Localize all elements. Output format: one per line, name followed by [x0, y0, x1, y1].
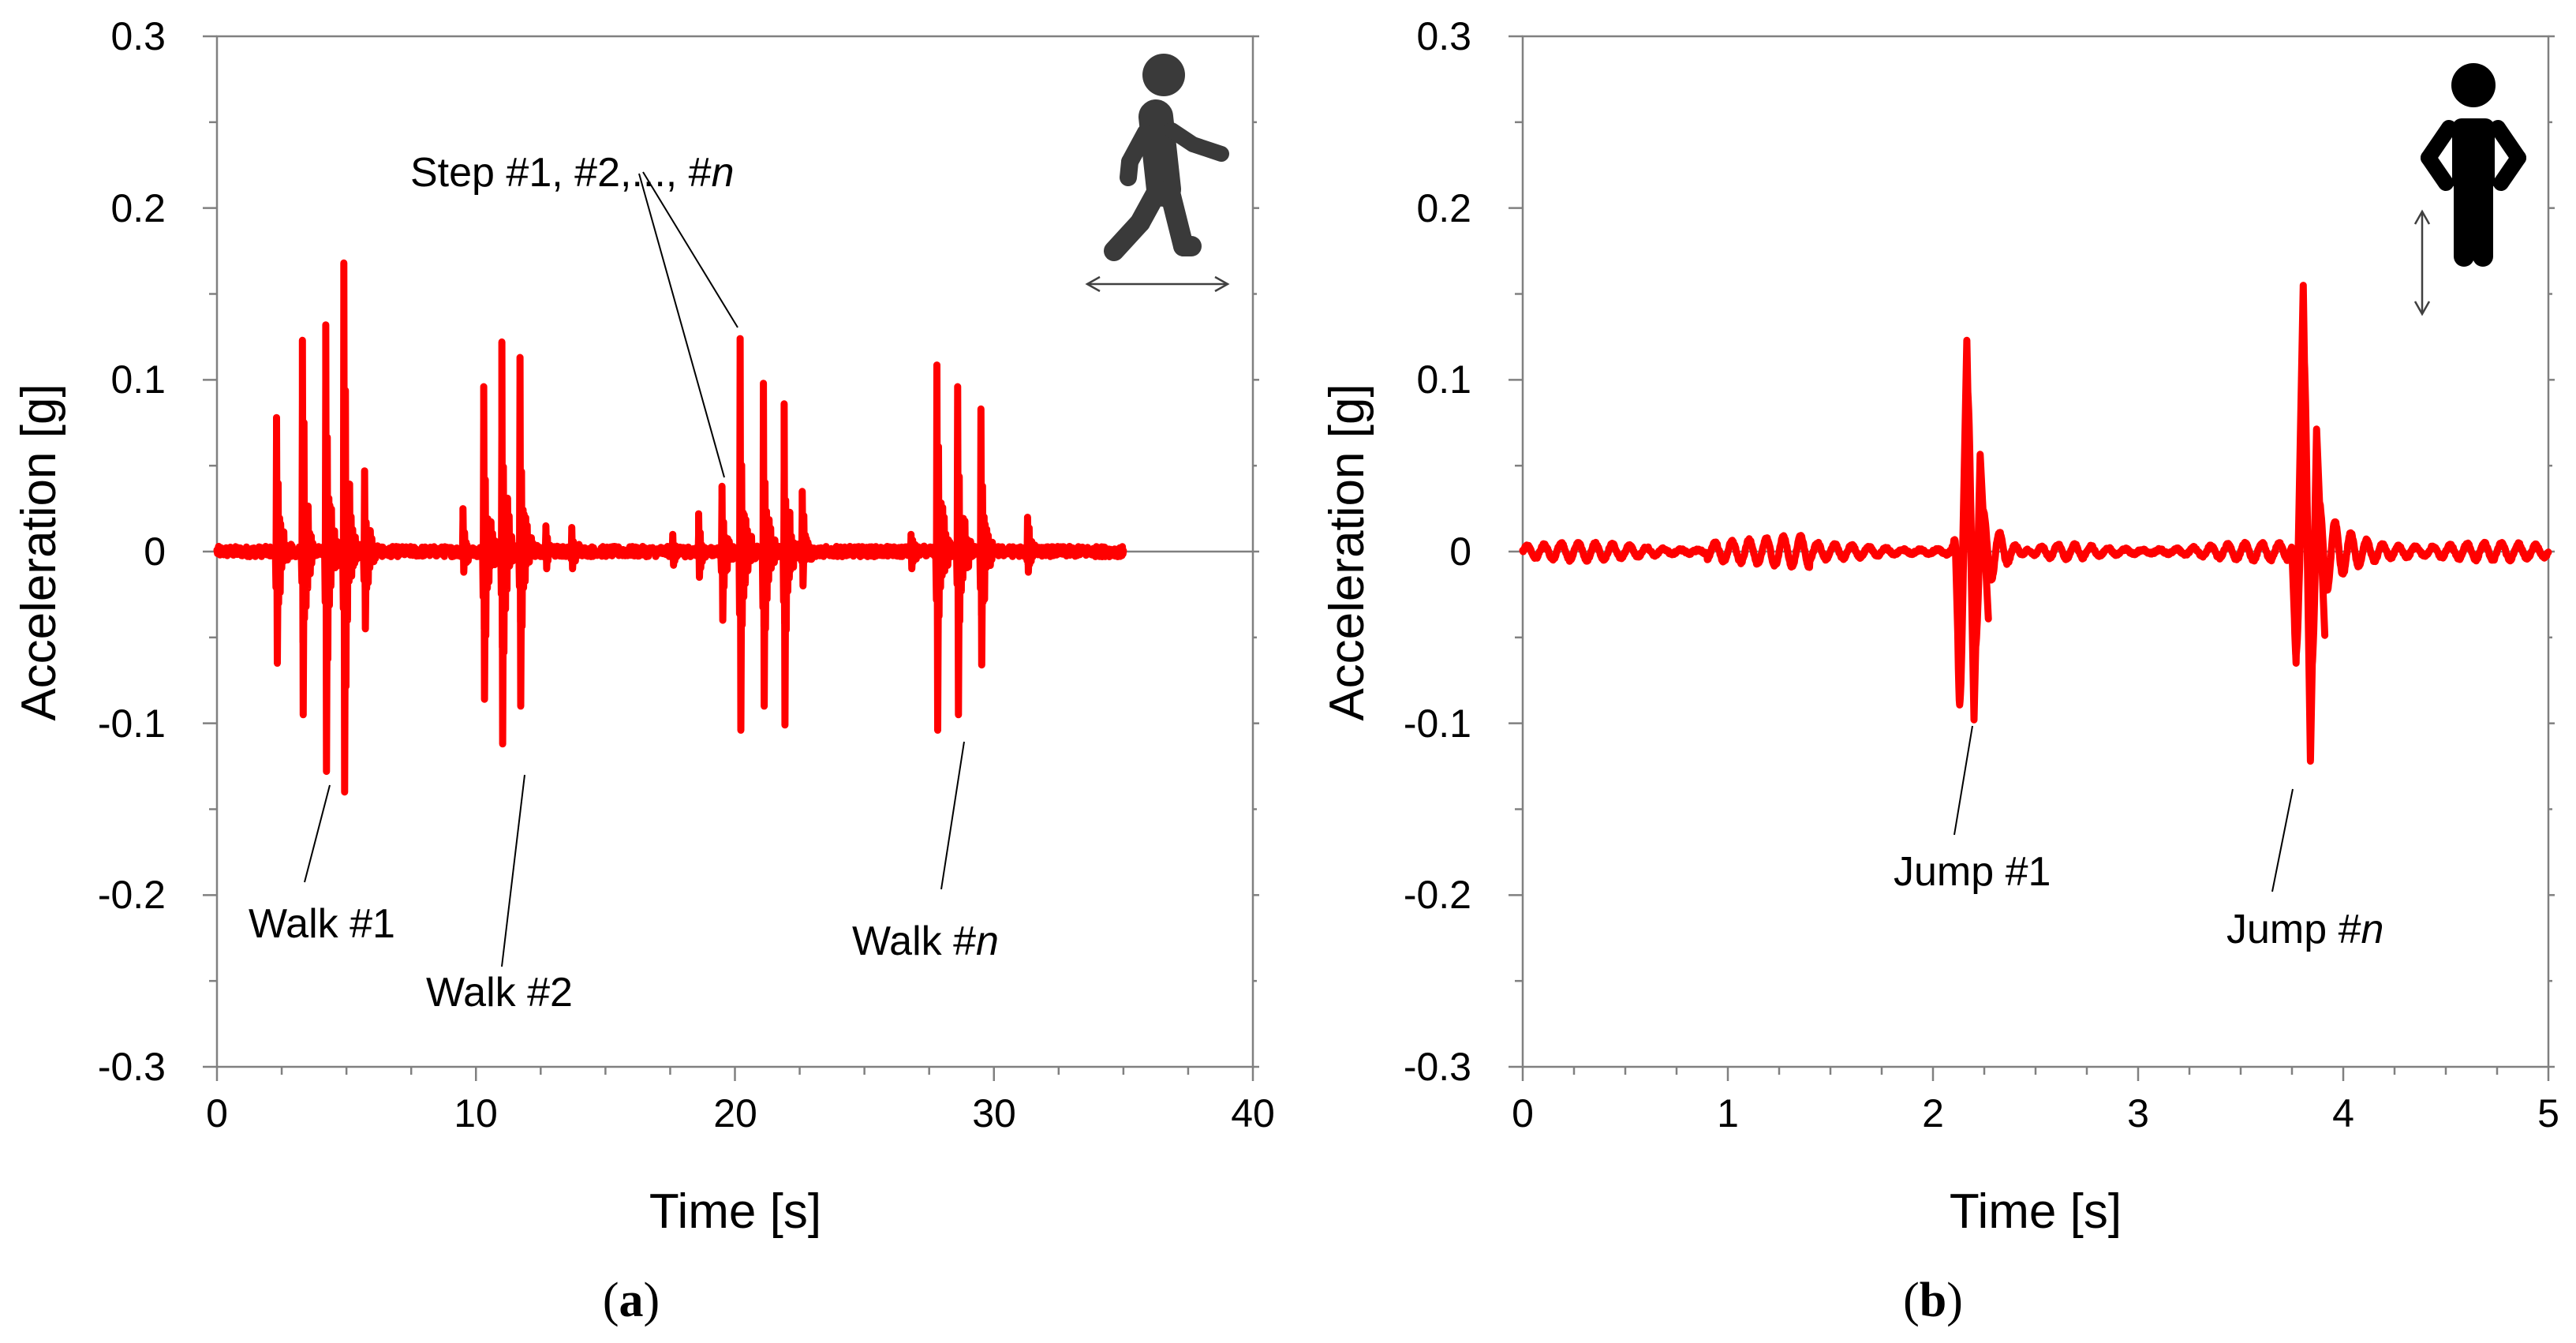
walk-1-annotation: Walk #1: [249, 901, 395, 947]
panel-a-series-line: [213, 259, 1127, 796]
panel-b-ytick-label: 0.3: [1416, 14, 1471, 58]
panel-a-caption: (a): [603, 1274, 660, 1327]
panel-b-ytick-label: 0.2: [1416, 186, 1471, 230]
panel-a-ytick-label: 0: [144, 529, 166, 574]
panel-a-ytick-label: -0.1: [98, 701, 166, 746]
panel-a-y-axis-title: Acceleration [g]: [12, 383, 66, 720]
walk-n-leader-line: [940, 741, 965, 890]
panel-b-ytick-label: 0: [1449, 529, 1471, 574]
walking-person-icon: [1104, 54, 1229, 261]
step-annotation: Step #1, #2,..., #n: [410, 150, 735, 196]
panel-a-xtick-label: 0: [206, 1091, 228, 1135]
panel-a-xtick-label: 40: [1231, 1091, 1275, 1135]
panel-b-xtick-label: 2: [1922, 1091, 1944, 1135]
horizontal-double-arrow-icon: [1085, 275, 1230, 293]
jump-1-annotation: Jump #1: [1894, 849, 2051, 895]
panel-a-ytick-label: -0.3: [98, 1045, 166, 1089]
panel-a-xtick-label: 20: [713, 1091, 757, 1135]
jump-n-annotation: Jump #n: [2226, 907, 2383, 952]
standing-person-icon: [2421, 63, 2526, 267]
panel-b-xtick-label: 0: [1512, 1091, 1534, 1135]
panel-a-ytick-label: 0.1: [110, 357, 166, 402]
panel-b-series-line: [1519, 282, 2552, 765]
panel-b-ytick-label: 0.1: [1416, 357, 1471, 402]
panel-a-ytick-label: 0.3: [110, 14, 166, 58]
panel-b-ytick-label: -0.2: [1404, 873, 1471, 917]
panel-b-xtick-label: 3: [2127, 1091, 2149, 1135]
walk-1-leader-line: [304, 784, 331, 883]
panel-a-xtick-label: 30: [972, 1091, 1016, 1135]
panel-b-caption: (b): [1903, 1274, 1963, 1327]
panel-a-ytick-label: 0.2: [110, 186, 166, 230]
walk-2-leader-line: [501, 774, 525, 967]
panel-b-xtick-label: 4: [2332, 1091, 2354, 1135]
panel-b-xtick-label: 5: [2537, 1091, 2559, 1135]
panel-b-ytick-label: -0.3: [1404, 1045, 1471, 1089]
step-leader-line: [638, 173, 725, 478]
panel-a: 0 10 20 30 40 -0.3 -0.2 -0.1 0 0.1 0.2 0…: [12, 14, 1275, 1327]
panel-b-ticks: [1509, 35, 2555, 1081]
panel-b-xtick-label: 1: [1717, 1091, 1739, 1135]
panel-b-y-axis-title: Acceleration [g]: [1320, 383, 1374, 720]
panel-a-x-axis-title: Time [s]: [649, 1184, 821, 1239]
panel-a-xtick-label: 10: [454, 1091, 498, 1135]
panel-b-ytick-label: -0.1: [1404, 701, 1471, 746]
step-leader-line: [642, 171, 738, 328]
panel-a-ytick-label: -0.2: [98, 873, 166, 917]
walk-2-annotation: Walk #2: [426, 970, 573, 1016]
jump-n-leader-line: [2271, 788, 2294, 892]
panel-b-x-axis-title: Time [s]: [1950, 1184, 2122, 1239]
walk-n-annotation: Walk #n: [852, 918, 999, 964]
jump-1-leader-line: [1953, 725, 1973, 836]
panel-b: 0 1 2 3 4 5 -0.3 -0.2 -0.1 0 0.1 0.2 0.3…: [1320, 14, 2559, 1327]
vertical-double-arrow-icon: [2413, 209, 2431, 316]
